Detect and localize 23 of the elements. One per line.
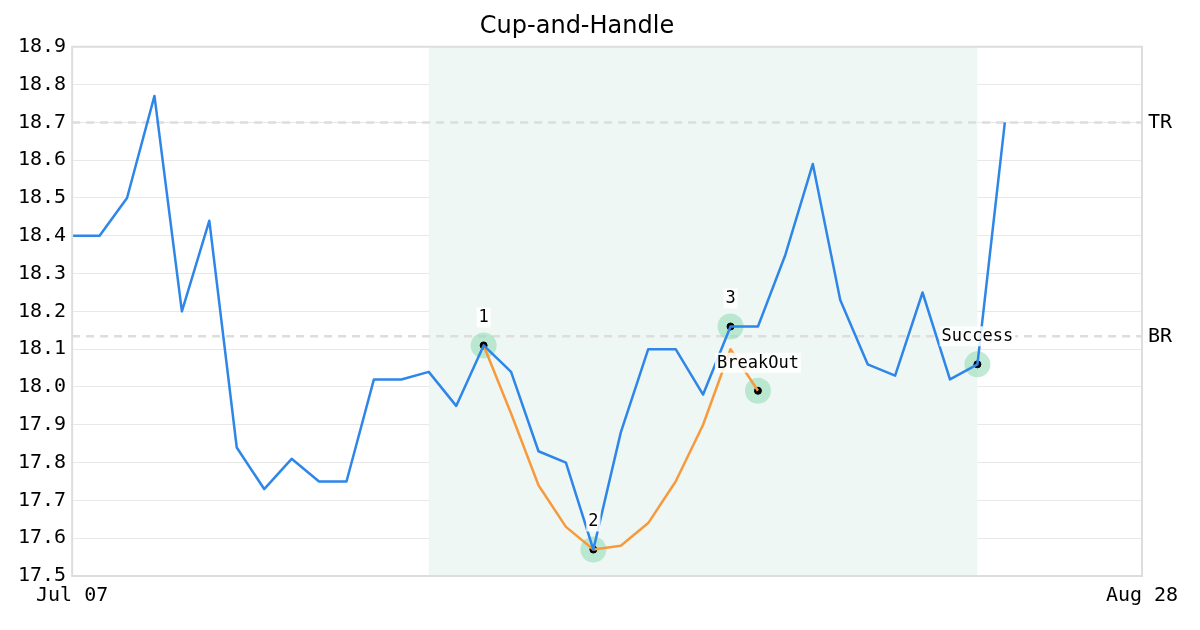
annotation: 1: [478, 306, 489, 327]
y-tick-label: 18.9: [17, 33, 67, 57]
chart-title: Cup-and-Handle: [479, 10, 675, 39]
y-tick-label: 18.2: [17, 297, 67, 322]
y-tick-label: 18.5: [17, 184, 67, 209]
y-tick-label: 18.7: [17, 108, 67, 133]
y-tick-label: 17.6: [17, 524, 67, 549]
y-tick-label: 18.8: [17, 70, 67, 95]
annotation: 3: [725, 287, 736, 308]
annotation: 2: [588, 510, 599, 531]
ref-line-label: TR: [1148, 108, 1174, 133]
x-tick-label: Aug 28: [1105, 582, 1179, 607]
y-tick-label: 17.7: [17, 486, 67, 511]
y-tick-label: 17.9: [17, 411, 67, 435]
y-tick-label: 18.0: [17, 373, 67, 398]
ref-line-label: BR: [1148, 322, 1174, 347]
y-tick-label: 17.8: [17, 448, 67, 473]
y-tick-label: 18.4: [17, 222, 67, 246]
annotation: Success: [941, 325, 1014, 346]
y-tick-label: 18.1: [17, 335, 67, 360]
y-tick-label: 18.6: [17, 146, 67, 171]
annotation: BreakOut: [717, 351, 799, 372]
y-tick-label: 18.3: [17, 259, 67, 284]
